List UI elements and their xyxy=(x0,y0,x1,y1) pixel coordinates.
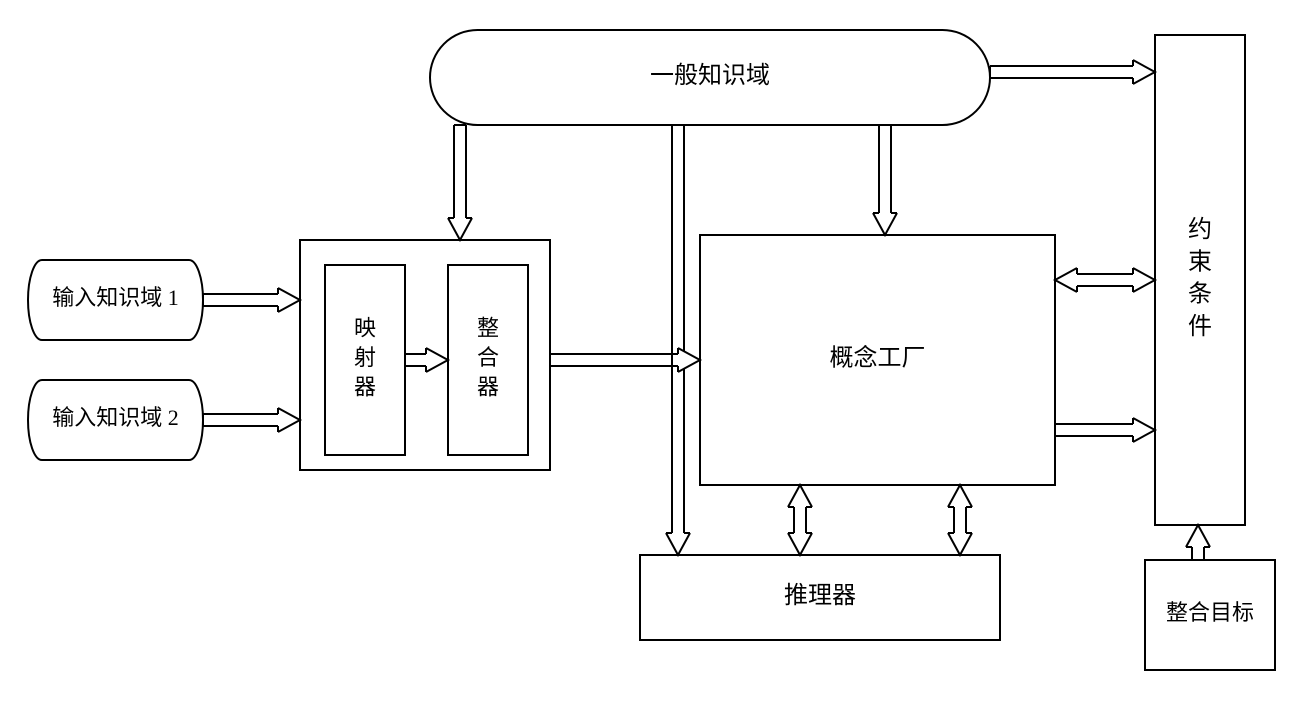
node-label: 束 xyxy=(1188,248,1212,275)
node-label: 件 xyxy=(1188,313,1212,340)
node-label: 输入知识域 2 xyxy=(52,405,179,430)
node-input_domain_2: 输入知识域 2 xyxy=(28,380,203,460)
node-integrator: 整合器 xyxy=(448,265,528,455)
node-label: 条 xyxy=(1188,281,1212,308)
node-label: 约 xyxy=(1188,216,1212,243)
node-label: 合 xyxy=(477,345,499,370)
node-general_domain: 一般知识域 xyxy=(430,30,990,125)
node-label: 输入知识域 1 xyxy=(52,285,179,310)
node-label: 器 xyxy=(477,375,499,400)
node-label: 概念工厂 xyxy=(830,345,926,372)
node-label: 整 xyxy=(477,315,499,340)
node-constraint: 约束条件 xyxy=(1155,35,1245,525)
node-label: 器 xyxy=(354,375,376,400)
diagram-canvas: 一般知识域输入知识域 1输入知识域 2映射器整合器概念工厂推理器约束条件整合目标 xyxy=(0,0,1303,720)
node-label: 推理器 xyxy=(784,582,856,609)
node-input_domain_1: 输入知识域 1 xyxy=(28,260,203,340)
node-label: 射 xyxy=(354,345,376,370)
node-mapper: 映射器 xyxy=(325,265,405,455)
node-label: 映 xyxy=(354,315,376,340)
node-label: 整合目标 xyxy=(1166,600,1254,625)
node-reasoner: 推理器 xyxy=(640,555,1000,640)
node-goal: 整合目标 xyxy=(1145,560,1275,670)
node-concept_factory: 概念工厂 xyxy=(700,235,1055,485)
node-label: 一般知识域 xyxy=(650,62,770,89)
